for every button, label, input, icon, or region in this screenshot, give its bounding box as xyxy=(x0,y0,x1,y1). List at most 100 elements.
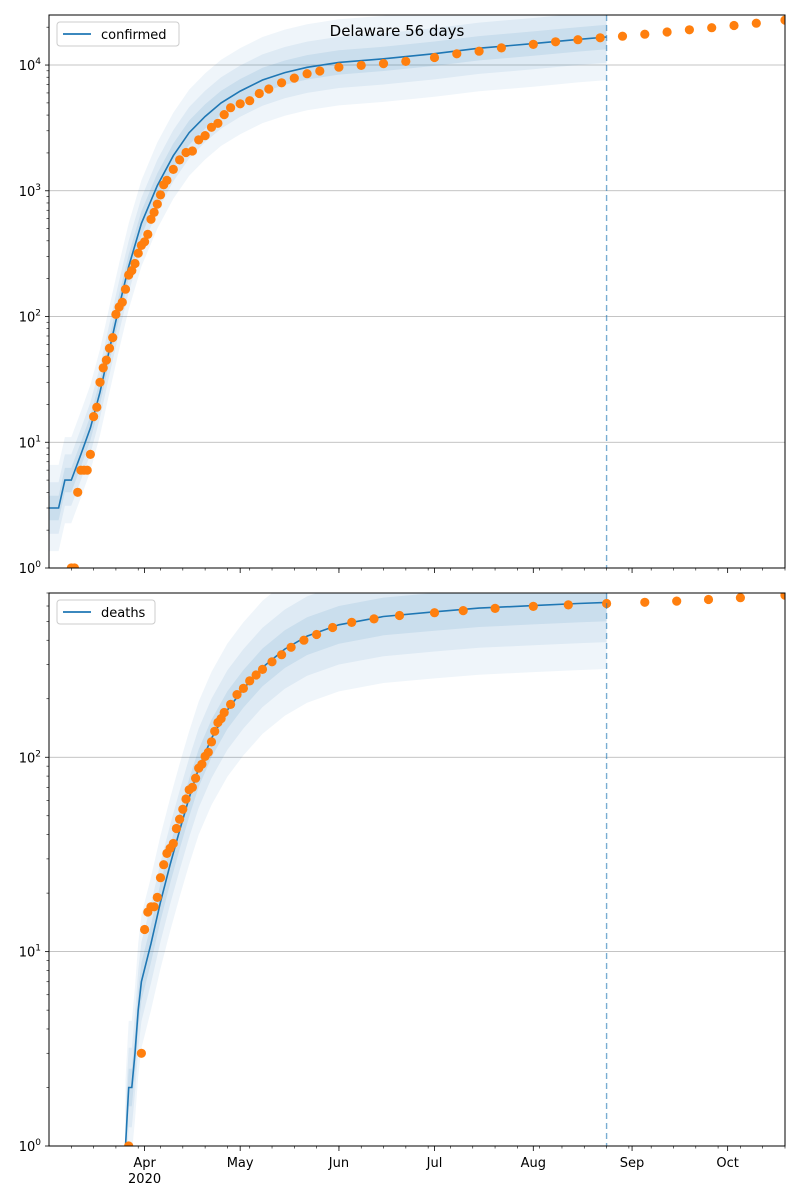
legend-label: confirmed xyxy=(101,28,167,43)
data-point xyxy=(264,84,274,94)
data-point xyxy=(312,629,322,640)
data-point xyxy=(175,155,185,165)
data-point xyxy=(429,52,440,63)
data-point xyxy=(617,31,628,41)
data-point xyxy=(133,248,143,258)
data-point xyxy=(707,23,717,33)
data-point xyxy=(140,924,150,935)
plot-frame xyxy=(48,592,786,1147)
data-point xyxy=(175,814,185,824)
data-point xyxy=(684,25,695,35)
data-point xyxy=(206,737,217,747)
data-point xyxy=(69,563,80,568)
data-point xyxy=(89,412,99,422)
data-point xyxy=(490,603,500,614)
data-point xyxy=(178,804,188,814)
x-tick-label: Jul xyxy=(426,1156,443,1171)
legend-label: deaths xyxy=(101,606,146,621)
data-point xyxy=(159,860,169,870)
data-point xyxy=(197,759,207,769)
data-point xyxy=(394,610,405,621)
series-line-confirmed xyxy=(49,36,607,509)
y-tick-label: 101 xyxy=(19,944,41,961)
data-point xyxy=(146,214,156,224)
data-point xyxy=(152,199,162,209)
data-point xyxy=(92,402,102,412)
data-point xyxy=(496,43,506,53)
y-tick-base: 10 xyxy=(19,1140,36,1155)
y-tick-base: 10 xyxy=(19,751,36,766)
data-point xyxy=(238,683,248,694)
data-point xyxy=(187,146,197,156)
data-point xyxy=(232,690,242,700)
data-point xyxy=(302,69,312,79)
data-point xyxy=(277,650,287,660)
y-tick-base: 10 xyxy=(19,185,36,200)
data-point xyxy=(289,73,299,83)
data-point xyxy=(191,773,201,783)
y-tick-base: 10 xyxy=(19,436,36,451)
data-point xyxy=(149,207,159,217)
data-point xyxy=(254,88,264,99)
legend-box xyxy=(56,599,156,625)
observed-series xyxy=(124,593,785,1146)
data-point xyxy=(155,190,166,200)
x-tick-label: Aug xyxy=(521,1156,546,1171)
data-point xyxy=(703,594,714,605)
y-tick-exponent: 1 xyxy=(35,434,41,444)
legend: confirmed xyxy=(56,21,180,47)
data-point xyxy=(369,614,379,624)
data-point xyxy=(127,266,137,276)
x-tick-label: Sep xyxy=(620,1156,645,1171)
y-tick-label: 100 xyxy=(19,1138,42,1155)
data-point xyxy=(136,1048,146,1058)
data-point xyxy=(82,465,92,475)
data-point xyxy=(181,794,191,804)
y-tick-base: 10 xyxy=(19,59,36,74)
x-tick-year-label: 2020 xyxy=(128,1172,161,1187)
data-point xyxy=(124,1141,134,1146)
model-series xyxy=(49,36,607,509)
y-tick-exponent: 0 xyxy=(35,560,41,570)
data-point xyxy=(334,62,344,72)
data-point xyxy=(108,333,118,343)
data-point xyxy=(95,377,105,387)
data-point xyxy=(120,284,131,294)
data-point xyxy=(474,46,484,56)
data-point xyxy=(452,49,462,59)
data-point xyxy=(226,699,236,710)
y-tick-exponent: 2 xyxy=(35,309,41,319)
data-point xyxy=(267,657,277,667)
y-tick-label: 100 xyxy=(19,560,42,577)
data-point xyxy=(751,18,761,28)
data-point xyxy=(245,96,255,106)
chart-title: Delaware 56 days xyxy=(330,22,465,40)
data-point xyxy=(662,27,672,37)
data-point xyxy=(257,664,268,675)
data-point xyxy=(401,56,411,66)
x-tick-label: May xyxy=(227,1156,254,1171)
data-point xyxy=(573,35,583,45)
data-point xyxy=(780,15,785,25)
data-point xyxy=(226,103,236,113)
data-point xyxy=(203,747,213,757)
data-point xyxy=(73,487,83,497)
data-point xyxy=(104,343,115,353)
y-tick-label: 102 xyxy=(19,309,41,326)
y-tick-label: 102 xyxy=(19,749,41,766)
x-tick-label: Apr xyxy=(133,1156,156,1171)
data-point xyxy=(171,823,181,834)
legend-box xyxy=(56,21,180,47)
data-point xyxy=(735,593,746,603)
data-point xyxy=(155,873,166,883)
data-point xyxy=(286,642,296,652)
plot-frame xyxy=(48,14,786,569)
data-point xyxy=(245,676,255,686)
data-point xyxy=(219,707,229,718)
data-point xyxy=(101,355,111,365)
y-tick-base: 10 xyxy=(19,562,36,577)
y-tick-exponent: 1 xyxy=(35,944,41,954)
